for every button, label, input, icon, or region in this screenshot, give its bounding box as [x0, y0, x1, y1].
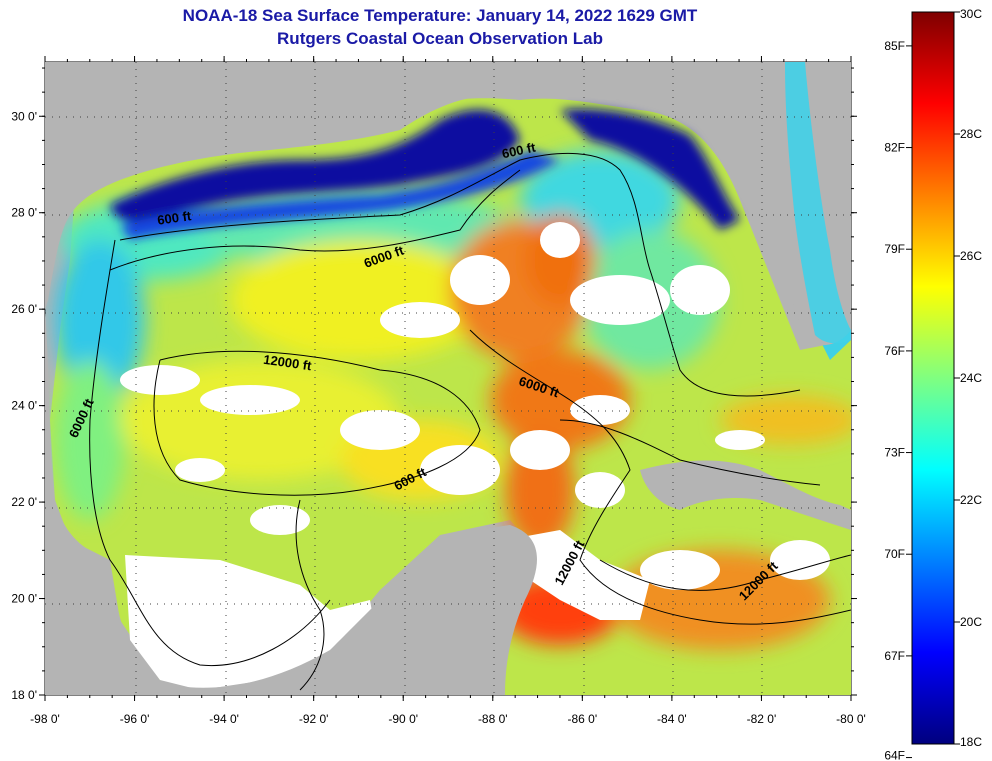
lon-tick-label: -90 0'	[388, 712, 418, 726]
celsius-label: 20C	[960, 615, 982, 629]
lat-tick-label: 24 0'	[11, 399, 37, 413]
fahrenheit-label: 70F	[884, 547, 905, 561]
florida-shelf	[785, 62, 851, 344]
map-subtitle: Rutgers Coastal Ocean Observation Lab	[277, 29, 603, 48]
lat-tick-label: 30 0'	[11, 109, 37, 123]
lon-tick-label: -84 0'	[657, 712, 687, 726]
lat-tick-label: 18 0'	[11, 688, 37, 702]
contour-label: 12000 ft	[262, 352, 313, 374]
lon-tick-label: -98 0'	[30, 712, 60, 726]
contour-cuba	[559, 419, 821, 486]
contour-6000ft-west	[89, 239, 331, 667]
contour-label: 600 ft	[501, 139, 538, 161]
lon-tick-label: -92 0'	[299, 712, 329, 726]
bathymetry-contours	[89, 153, 851, 691]
fahrenheit-label: 82F	[884, 141, 905, 155]
contour-yucatan	[295, 499, 325, 691]
map-title: NOAA-18 Sea Surface Temperature: January…	[182, 6, 698, 25]
contour-6000ft-east	[469, 329, 851, 625]
lat-tick-label: 20 0'	[11, 592, 37, 606]
contour-6000ft-north	[109, 169, 521, 271]
lon-tick-label: -86 0'	[568, 712, 598, 726]
celsius-label: 30C	[960, 7, 982, 21]
lat-tick-label: 26 0'	[11, 302, 37, 316]
lat-tick-label: 28 0'	[11, 206, 37, 220]
contour-label: 600 ft	[156, 208, 192, 228]
lon-tick-label: -88 0'	[478, 712, 508, 726]
colorbar-labels: 30C 28C 26C 24C 22C 20C 18C 85F 82F 79F 76F 73F 70F 6…	[884, 7, 982, 761]
celsius-label: 24C	[960, 371, 982, 385]
contour-caribbean	[599, 554, 851, 591]
cuba	[640, 460, 851, 530]
lon-tick-label: -80 0'	[836, 712, 866, 726]
lon-tick-label: -96 0'	[120, 712, 150, 726]
cloud-cover	[120, 222, 830, 690]
fahrenheit-label: 64F	[884, 749, 905, 761]
fahrenheit-label: 73F	[884, 446, 905, 460]
mexico-coast	[45, 310, 537, 695]
celsius-label: 22C	[960, 493, 982, 507]
fahrenheit-label: 76F	[884, 344, 905, 358]
axis-ticks: -98 0' -96 0' -94 0' -92 0' -90 0' -88 0' -86 …	[11, 56, 866, 726]
colorbar	[911, 11, 955, 745]
lat-tick-label: 22 0'	[11, 495, 37, 509]
contour-12000ft	[153, 350, 481, 496]
graticule	[45, 62, 851, 695]
fahrenheit-label: 67F	[884, 649, 905, 663]
lon-tick-label: -82 0'	[747, 712, 777, 726]
celsius-label: 28C	[960, 127, 982, 141]
fahrenheit-label: 85F	[884, 39, 905, 53]
celsius-label: 26C	[960, 249, 982, 263]
lon-tick-label: -94 0'	[209, 712, 239, 726]
celsius-label: 18C	[960, 735, 982, 749]
contour-600ft	[119, 153, 801, 397]
fahrenheit-label: 79F	[884, 242, 905, 256]
